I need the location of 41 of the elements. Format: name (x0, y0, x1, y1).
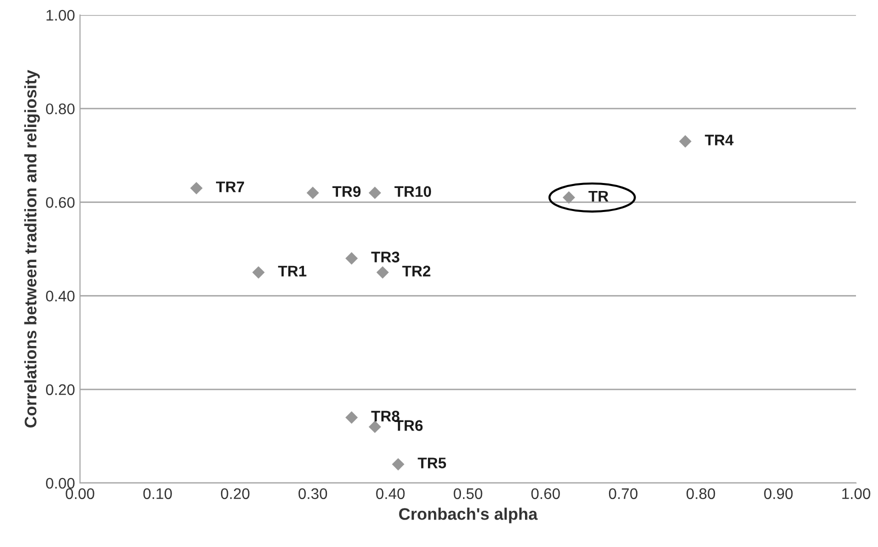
x-tick-label: 0.70 (608, 488, 638, 500)
x-tick-label: 0.20 (220, 488, 250, 500)
x-tick-label: 0.60 (531, 488, 560, 500)
x-tick-label: 0.30 (298, 488, 328, 500)
x-tick-label: 0.80 (686, 488, 716, 500)
annotation: TR5 (418, 458, 446, 468)
x-axis-title: Cronbach's alpha (399, 508, 538, 524)
y-axis-title: Correlations between tradition and religiosity (24, 70, 40, 428)
point (562, 191, 576, 204)
annotation: TR10 (394, 186, 432, 197)
annotation: TR4 (704, 134, 734, 146)
x-tick-label: 0.00 (66, 488, 94, 500)
point (306, 186, 320, 200)
annotation: TR9 (332, 186, 361, 197)
x-tick-label: 0.40 (376, 488, 405, 500)
x-tick-label: 0.50 (454, 488, 482, 500)
annotation: TR1 (278, 266, 306, 276)
y-tick-label: 0.60 (46, 197, 75, 208)
x-tick-label: 0.90 (764, 488, 793, 500)
point (190, 182, 203, 194)
annotation: TR8 (371, 410, 400, 422)
y-tick-label: 0.80 (46, 103, 75, 114)
x-tick-label: 0.10 (143, 488, 172, 500)
annotation: TR7 (216, 182, 244, 192)
annotation: TR3 (371, 252, 400, 262)
y-tick-label: 0.40 (46, 290, 75, 302)
point (679, 135, 692, 148)
annotation: TR2 (402, 266, 430, 276)
y-tick-label: 0.20 (46, 384, 75, 396)
point (345, 252, 358, 265)
point (252, 266, 265, 279)
point (368, 186, 382, 200)
annotation: TR (588, 190, 608, 202)
point (345, 411, 358, 424)
x-tick-label: 1.00 (842, 488, 870, 500)
y-tick-label: 0.00 (46, 478, 75, 489)
point (368, 420, 382, 434)
annotation: TR6 (394, 420, 423, 431)
y-tick-label: 1.00 (46, 10, 75, 21)
point (392, 458, 404, 470)
point (376, 266, 389, 279)
